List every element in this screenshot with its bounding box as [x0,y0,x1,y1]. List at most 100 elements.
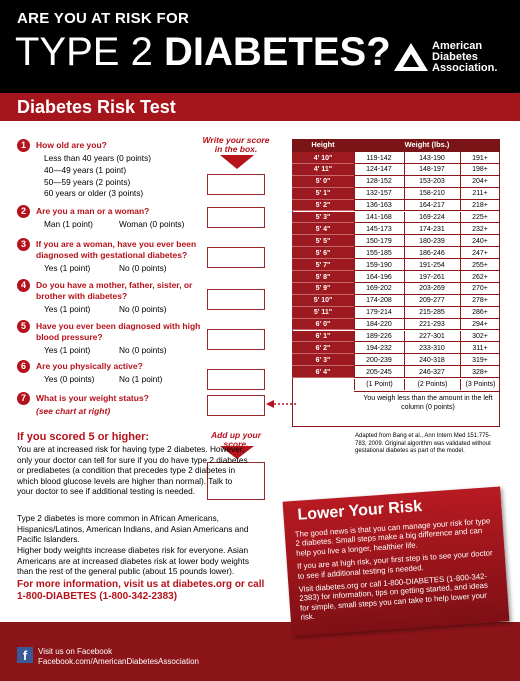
table-cell: 194-232 [366,344,392,352]
table-cell: 204+ [472,178,488,186]
table-cell: 174-208 [366,297,392,305]
table-cell: 5' 2" [315,202,331,210]
table-cell: 5' 8" [315,273,331,281]
logo-mark [394,43,428,71]
kicker: ARE YOU AT RISK FOR [17,10,190,27]
table-header [292,139,500,152]
cell-border [354,175,404,188]
cell-border [460,199,500,212]
table-cell: 6' 0" [315,321,331,329]
table-cell: 186-246 [419,249,445,257]
height-cell-bg [292,163,354,176]
table-cell: 240-318 [419,356,445,364]
points-cell: (3 Points) [460,379,500,391]
height-cell-bg [292,330,354,343]
table-cell: 119-142 [366,154,392,162]
question-number: 6 [17,360,30,373]
cell-border [354,211,404,224]
height-cell-bg [292,318,354,331]
footer-line: Facebook.com/AmericanDiabetesAssociation [38,657,199,666]
lower-risk-title: Lower Your Risk [296,498,423,524]
table-cell: 209-277 [419,297,445,305]
write-instruction: Write your score in the box. [202,135,270,154]
table-cell: 197-261 [419,273,445,281]
option: No (0 points) [119,263,167,273]
table-cell: 148-197 [419,166,445,174]
height-cell-bg [292,235,354,248]
table-cell: 255+ [472,261,488,269]
cell-border [460,223,500,236]
table-cell: 218+ [472,202,488,210]
cell-border [460,247,500,260]
cell-border [354,187,404,200]
height-cell-bg [292,211,354,224]
option: Yes (1 point) [44,304,91,314]
question-text: Are you physically active? [36,361,143,371]
table-cell: 5' 10" [313,297,333,305]
table-cell: 5' 0" [315,178,331,186]
table-cell: 262+ [472,273,488,281]
points-cell: (1 Point) [354,379,404,391]
question-text: If you are a woman, have you ever been d… [36,239,197,260]
cell-border [354,306,404,319]
height-cell-bg [292,247,354,260]
table-cell: 5' 11" [313,309,333,317]
table-cell: 200-239 [366,356,392,364]
title-bold: DIABETES? [163,30,391,74]
question-number: 3 [17,238,30,251]
cell-border [460,366,500,379]
cell-border [460,306,500,319]
cell-border [404,294,460,307]
table-cell: 328+ [472,368,488,376]
table-cell: 5' 5" [315,237,331,245]
height-cell-bg [292,366,354,379]
table-cell: 246-327 [419,368,445,376]
title: TYPE 2 DIABETES? [15,30,391,75]
more-info: For more information, visit us at diabet… [17,579,265,602]
table-cell: 5' 7" [315,261,331,269]
cell-border [460,282,500,295]
org-line: Diabetes [432,51,478,63]
cell-border [354,199,404,212]
arrow [220,155,254,169]
cell-border [354,259,404,271]
table-cell: 145-173 [366,225,392,233]
footer-text: Visit us on Facebook Facebook.com/Americ… [38,647,199,667]
table-cell: 247+ [472,249,488,257]
facebook-icon: f [17,647,33,663]
arrow [220,446,254,459]
table-cell: 141-168 [366,214,392,221]
option: 60 years or older (3 points) [44,188,144,199]
table-cell: 180-239 [419,237,445,245]
cell-border [460,271,500,283]
cell-border [404,247,460,260]
option: 40—49 years (1 point) [44,164,127,175]
score-box [207,289,265,310]
option: Less than 40 years (0 points) [44,153,151,163]
score-box [207,207,265,228]
cell-border [460,342,500,355]
question-text: Have you ever been diagnosed with high b… [36,321,201,342]
table-cell: 302+ [472,333,488,340]
table-cell: 211+ [472,190,488,198]
table-cell: 158-210 [419,190,445,198]
option: Yes (1 point) [44,263,91,273]
org-name: American Diabetes Association. [432,41,497,74]
table-cell: 191+ [472,154,488,162]
banner-title: Diabetes Risk Test [17,97,176,117]
score-box [207,395,265,416]
header-band [0,0,520,93]
cell-border [404,235,460,248]
title-light: TYPE 2 [15,30,153,74]
question-number: 1 [17,139,30,152]
table-cell: 4' 10" [313,154,333,162]
cell-border [354,330,404,343]
points-rule [354,391,500,393]
table-header-cell: Height [311,140,335,149]
table-cell: 221-293 [419,321,445,329]
table-note: You weigh less than the amount in the le… [363,395,493,412]
cell-border [404,271,460,283]
add-instruction: Add up your score. [210,430,262,449]
table-cell: 215-285 [419,309,445,317]
